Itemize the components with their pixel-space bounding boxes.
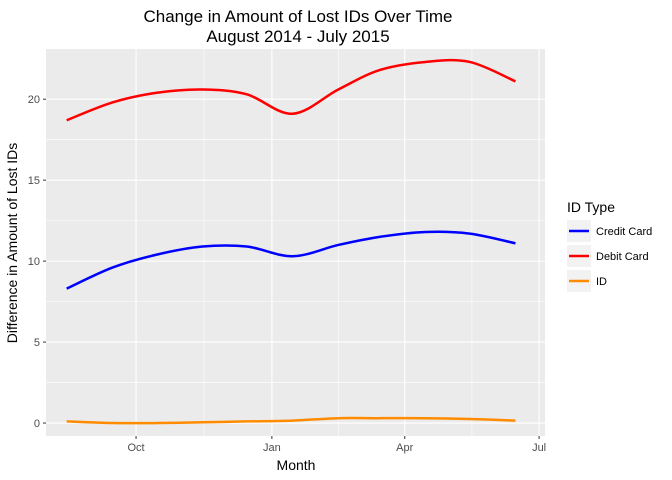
series-line-id [66, 416, 516, 425]
series-lines [66, 58, 516, 425]
y-tick-label: 5 [34, 337, 40, 349]
x-tick-label: Oct [127, 442, 144, 454]
series-line-credit-card [66, 230, 516, 290]
series-line-debit-card [66, 58, 516, 122]
y-axis: 0 5 10 15 20 [28, 94, 46, 430]
legend-label-credit-card: Credit Card [596, 226, 652, 238]
y-tick-label: 10 [28, 256, 40, 268]
legend: ID Type Credit Card Debit Card ID [567, 199, 652, 292]
chart-title-line-1: Change in Amount of Lost IDs Over Time [144, 7, 453, 26]
y-tick-label: 15 [28, 175, 40, 187]
chart-title-line-2: August 2014 - July 2015 [206, 27, 389, 46]
x-tick-label: Apr [396, 442, 413, 454]
minor-grid [46, 49, 545, 436]
legend-title: ID Type [567, 199, 615, 215]
x-tick-label: Jul [532, 442, 546, 454]
x-axis: Oct Jan Apr Jul [127, 436, 546, 454]
y-tick-label: 0 [34, 418, 40, 430]
x-axis-title: Month [277, 457, 316, 473]
y-axis-title: Difference in Amount of Lost IDs [4, 143, 20, 344]
y-tick-label: 20 [28, 94, 40, 106]
legend-label-id: ID [596, 276, 607, 288]
legend-label-debit-card: Debit Card [596, 251, 649, 263]
x-tick-label: Jan [263, 442, 281, 454]
plot-panel [46, 49, 545, 436]
